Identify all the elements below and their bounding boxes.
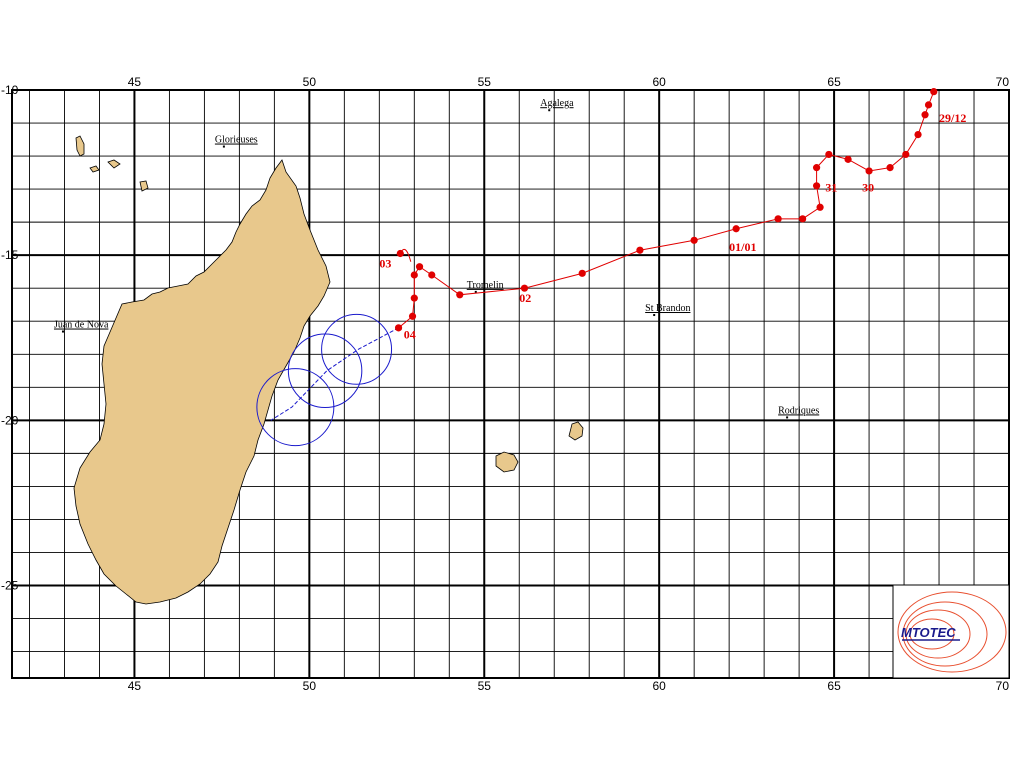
forecast-uncertainty-circle: [287, 333, 363, 409]
madagascar-island: [73, 159, 331, 605]
track-point: [396, 249, 404, 258]
track-point: [774, 215, 782, 223]
place-marker: [222, 145, 225, 148]
lat-tick-label: -10: [1, 83, 19, 97]
place-label: St Brandon: [645, 303, 690, 314]
track-point: [799, 215, 807, 223]
lon-tick-label-bottom: 45: [128, 679, 142, 693]
track-point: [914, 130, 922, 139]
place-marker: [786, 416, 789, 419]
anjouan-island: [107, 159, 121, 169]
observed-track: [394, 88, 938, 332]
lon-tick-label-bottom: 50: [303, 679, 317, 693]
track-point: [812, 182, 821, 190]
mayotte-island: [139, 180, 149, 192]
place-label: Agalega: [540, 98, 574, 109]
track-point: [844, 155, 852, 163]
logo-ring: [905, 609, 971, 659]
track-point: [636, 246, 644, 254]
map-frame: [11, 89, 1010, 679]
place-labels: Agalega Glorieuses Tromelin St Brandon Juan …: [54, 98, 819, 419]
track-point: [902, 150, 910, 159]
place-marker: [653, 314, 656, 317]
lat-lon-grid: [11, 89, 1010, 679]
track-line: [398, 91, 935, 329]
forecast-uncertainty-circle: [256, 368, 335, 447]
forecast-uncertainty-circle: [321, 313, 393, 385]
place-label: Glorieuses: [215, 135, 258, 146]
lon-tick-label-top: 60: [652, 75, 666, 89]
landmasses: [73, 135, 584, 605]
track-point: [415, 263, 424, 271]
logo-frame: [892, 584, 1010, 679]
track-point: [921, 111, 929, 119]
track-point: [690, 236, 698, 244]
track-point: [930, 88, 938, 96]
date-label: 30: [862, 180, 874, 194]
track-point: [456, 291, 464, 299]
forecast-track-line: [270, 327, 399, 421]
track-point: [924, 101, 933, 109]
track-point: [408, 312, 417, 320]
lon-tick-label-bottom: 60: [652, 679, 666, 693]
place-label: Juan de Nova: [54, 320, 109, 331]
lat-tick-label: -25: [1, 579, 19, 593]
axis-tick-labels: 45 45 50 50 55 55 60 60 65 65 70 70 -10 -15 -20 -25: [1, 75, 1009, 693]
logo-ring: [897, 591, 1007, 673]
track-point: [732, 225, 740, 233]
track-point: [410, 294, 418, 302]
forecast-cone: [256, 313, 399, 447]
lat-tick-label: -15: [1, 248, 19, 262]
lon-tick-label-top: 65: [827, 75, 841, 89]
date-label: 03: [379, 256, 391, 270]
logo-ring: [909, 618, 955, 650]
lon-tick-label-top: 55: [478, 75, 492, 89]
logo-text: MTOTEC: [901, 625, 956, 640]
date-label: 29/12: [939, 111, 966, 125]
reunion-island: [495, 451, 519, 473]
track-point: [410, 271, 418, 279]
lon-tick-label-bottom: 55: [478, 679, 492, 693]
date-label: 04: [404, 327, 416, 341]
track-point: [865, 167, 873, 175]
place-label: Rodriques: [778, 405, 819, 416]
place-marker: [548, 109, 551, 112]
track-point: [812, 164, 821, 172]
lat-tick-label: -20: [1, 413, 19, 427]
moheli-island: [89, 165, 100, 173]
date-labels: 29/12 30 31 01/01 02 03 04: [379, 111, 966, 341]
place-marker: [61, 330, 64, 333]
logo-ring: [902, 601, 988, 667]
place-marker: [474, 290, 477, 293]
track-point: [428, 271, 436, 279]
lon-tick-label-top: 45: [128, 75, 142, 89]
date-label: 01/01: [729, 240, 756, 254]
mtotec-logo: MTOTEC: [892, 584, 1010, 679]
lon-tick-label-top: 50: [303, 75, 317, 89]
track-point: [825, 150, 833, 159]
track-point: [816, 203, 824, 211]
lon-tick-label-bottom: 70: [996, 679, 1010, 693]
place-label: Tromelin: [467, 280, 504, 291]
track-point: [578, 269, 586, 277]
lon-tick-label-top: 70: [996, 75, 1010, 89]
track-point: [520, 284, 529, 292]
track-point: [394, 324, 403, 332]
date-label: 31: [825, 180, 837, 194]
lon-tick-label-bottom: 65: [827, 679, 841, 693]
track-point: [886, 164, 894, 172]
date-label: 02: [519, 291, 531, 305]
mauritius-island: [568, 421, 584, 441]
grande-comore-island: [75, 135, 85, 157]
